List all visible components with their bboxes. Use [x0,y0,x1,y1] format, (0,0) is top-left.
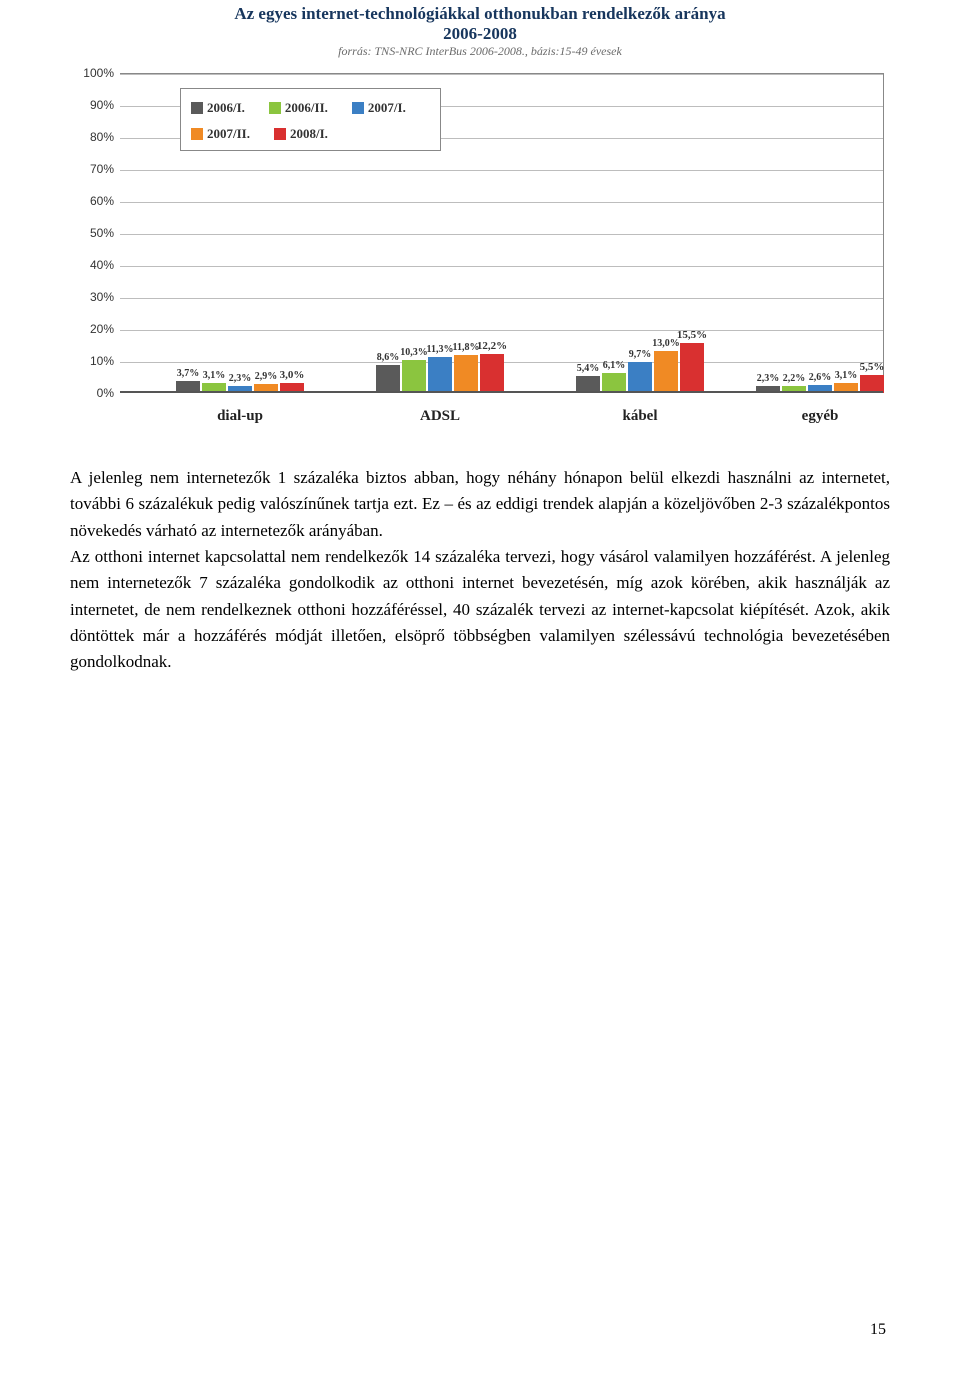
chart-plot: 0% 10% 20% 30% 40% 50% 60% 70% 80% 90% 100% 2006/I… [70,65,890,435]
x-category-label: dial-up [217,408,263,425]
y-tick-label: 40% [70,258,114,272]
y-tick-label: 80% [70,130,114,144]
y-tick-label: 30% [70,290,114,304]
bar [454,355,478,393]
y-tick-label: 90% [70,98,114,112]
y-tick-label: 0% [70,386,114,400]
chart-title-line2: 2006-2008 [70,24,890,44]
plot-area: 2006/I.2006/II.2007/I.2007/II.2008/I. 3,… [120,73,884,393]
bar-value-label: 6,1% [603,360,626,371]
x-category-label: kábel [622,408,657,425]
bar-value-label: 11,8% [453,342,480,353]
bar-value-label: 2,3% [229,373,252,384]
paragraph-1: A jelenleg nem internetezők 1 százaléka … [70,465,890,544]
page-number: 15 [870,1321,886,1339]
y-tick-label: 50% [70,226,114,240]
bar [654,351,678,393]
bar [428,357,452,393]
bar-value-label: 12,2% [477,340,507,352]
bar-value-label: 3,1% [203,370,226,381]
x-axis-line [120,391,883,393]
y-tick-label: 60% [70,194,114,208]
bar [628,362,652,393]
paragraph-2: Az otthoni internet kapcsolattal nem ren… [70,544,890,676]
bar-value-label: 2,3% [757,373,780,384]
bar-value-label: 15,5% [677,329,707,341]
bar-value-label: 3,0% [280,369,305,381]
bar-value-label: 8,6% [377,352,400,363]
bar [680,343,704,393]
chart-title-line1: Az egyes internet-technológiákkal otthon… [70,4,890,24]
bar-group: 2,3%2,2%2,6%3,1%5,5% [756,73,884,393]
chart-source: forrás: TNS-NRC InterBus 2006-2008., báz… [70,44,890,59]
bar-group: 3,7%3,1%2,3%2,9%3,0% [176,73,304,393]
x-category-label: egyéb [802,408,839,425]
y-tick-label: 100% [70,66,114,80]
bar-group: 5,4%6,1%9,7%13,0%15,5% [576,73,704,393]
bar-value-label: 10,3% [400,347,428,358]
bar-value-label: 9,7% [629,349,652,360]
bar-value-label: 5,4% [577,363,600,374]
bar-value-label: 3,1% [835,370,858,381]
chart-container: Az egyes internet-technológiákkal otthon… [70,4,890,435]
bar-value-label: 5,5% [860,361,885,373]
bar-value-label: 2,2% [783,373,806,384]
y-tick-label: 20% [70,322,114,336]
y-tick-label: 70% [70,162,114,176]
bar [480,354,504,393]
bar [376,365,400,393]
legend-swatch [352,102,364,114]
bar-value-label: 2,9% [255,371,278,382]
bar-value-label: 11,3% [427,344,454,355]
bar-value-label: 2,6% [809,372,832,383]
bar-value-label: 3,7% [177,368,200,379]
body-text: A jelenleg nem internetezők 1 százaléka … [70,465,890,676]
y-tick-label: 10% [70,354,114,368]
bar-value-label: 13,0% [652,338,680,349]
bar [402,360,426,393]
bar-group: 8,6%10,3%11,3%11,8%12,2% [376,73,504,393]
x-category-label: ADSL [420,408,460,425]
